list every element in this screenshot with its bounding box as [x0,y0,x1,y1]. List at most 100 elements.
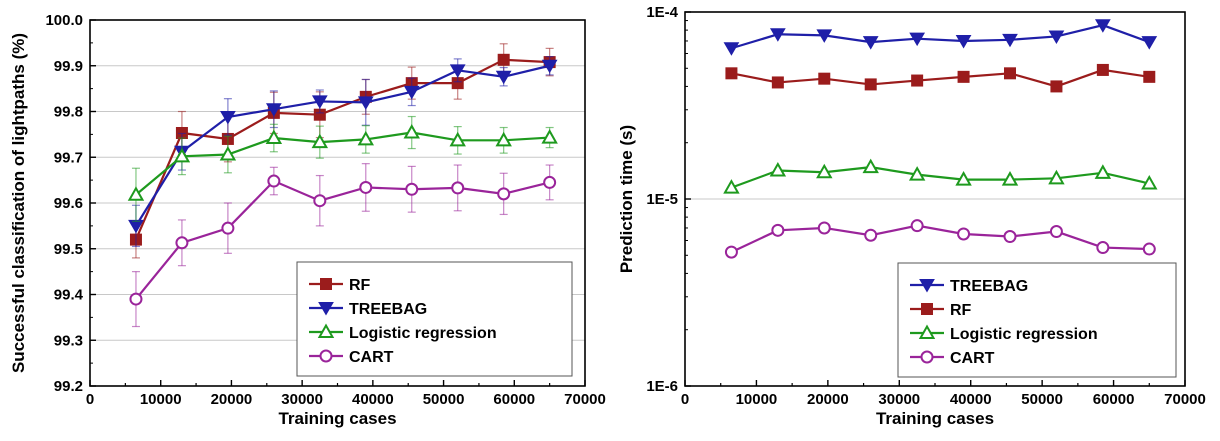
prediction-time-chart: 0 10000 20000 30000 40000 50000 60000 70000 1E-6… [617,4,1206,428]
x-tick-label: 10000 [140,391,182,408]
logistic-regression-point [265,129,283,145]
treebag-point [1094,19,1111,33]
logistic-regression-point [816,163,833,179]
cart-point [817,221,831,235]
cart-point [1096,241,1110,255]
y-tick-label: 99.7 [54,149,83,166]
x-tick-label: 50000 [1021,391,1063,408]
x-tick-label: 70000 [564,391,606,408]
y-tick-label: 99.4 [54,287,84,304]
treebag-point [816,29,833,43]
x-tick-label: 30000 [878,391,920,408]
cart-point [221,221,235,235]
legend-item-cart: CART [910,350,995,367]
treebag-point [449,64,466,78]
rf-line [134,58,550,241]
legend-item-logistic-regression: Logistic regression [910,324,1098,343]
y-tick-label: 99.3 [54,332,83,349]
cart-point [543,175,557,189]
x-tick-label: 20000 [211,391,253,408]
rf-point [818,72,831,85]
treebag-point [769,28,786,42]
cart-point [497,187,511,201]
legend-cart-point [319,349,333,363]
x-tick-label: 40000 [950,391,992,408]
series-treebag [128,55,558,248]
legend-item-rf: RF [309,277,371,294]
logistic-regression-point [908,166,926,181]
logistic-regression-point [357,130,374,146]
treebag-point [265,103,282,117]
treebag-point [495,70,512,85]
rf-point [725,67,738,80]
cart-point [405,182,419,196]
legend-item-rf: RF [910,302,972,319]
logistic-regression-point [127,186,145,201]
rf-point [1096,63,1109,76]
legend-label: CART [950,350,995,367]
logistic-regression-point [311,133,329,149]
legend-logistic-regression-point [918,324,936,339]
cart-line [730,224,1150,254]
rf-line [731,68,1150,88]
x-tick-label: 70000 [1164,391,1206,408]
x-tick-label: 30000 [281,391,323,408]
rf-point [911,74,924,87]
rf-point [864,78,877,91]
logistic-regression-line [135,131,550,196]
cart-point [1049,225,1063,239]
series-logistic-regression [723,158,1158,194]
cart-point [267,174,281,188]
legend-rf-point [320,278,332,290]
logistic-regression-point [769,161,787,177]
y-tick-label: 100.0 [45,12,83,29]
treebag-point [541,59,558,74]
legend-label: RF [349,277,371,294]
y-axis-title: Successful classification of lightpaths … [9,33,28,373]
logistic-regression-point [219,145,237,161]
y-axis-title: Prediction time (s) [617,125,636,273]
legend-box [296,261,573,377]
x-tick-label: 0 [86,391,94,408]
x-tick-label: 60000 [493,391,535,408]
logistic-regression-line [731,166,1150,189]
series-logistic-regression [127,115,558,222]
legend-label: TREEBAG [950,278,1028,295]
x-axis-title: Training cases [876,409,994,428]
treebag-point [723,42,740,56]
cart-point [451,181,465,195]
series-cart [129,163,557,328]
treebag-point [220,110,236,125]
cart-point [313,194,327,208]
cart-point [175,236,189,250]
treebag-point [862,36,879,50]
logistic-regression-point [862,158,879,174]
x-tick-label: 10000 [736,391,778,408]
cart-point [724,245,738,259]
logistic-regression-point [1001,171,1019,186]
legend-label: Logistic regression [950,326,1098,343]
legend-logistic-regression-point [317,323,335,338]
treebag-point [1141,36,1158,50]
y-tick-label: 99.9 [54,58,83,75]
cart-point [1003,230,1017,244]
legend-treebag-point [318,302,334,316]
x-tick-label: 50000 [423,391,465,408]
treebag-point [909,32,926,47]
cart-point [771,223,785,237]
logistic-regression-point [723,179,740,194]
x-tick-label: 60000 [1093,391,1135,408]
logistic-regression-point [1094,164,1112,179]
treebag-line [731,24,1150,50]
accuracy-chart: 0 10000 20000 30000 40000 50000 60000 70000 99.2… [9,12,606,428]
legend-item-logistic-regression: Logistic regression [309,323,497,342]
y-tick-label: 99.5 [54,241,83,258]
rf-point [771,76,784,89]
logistic-regression-point [449,131,466,147]
treebag-point [403,85,420,100]
logistic-regression-point [403,124,420,139]
cart-point [359,180,373,194]
series-cart [724,219,1156,259]
treebag-point [955,34,972,49]
treebag-line [135,64,550,227]
